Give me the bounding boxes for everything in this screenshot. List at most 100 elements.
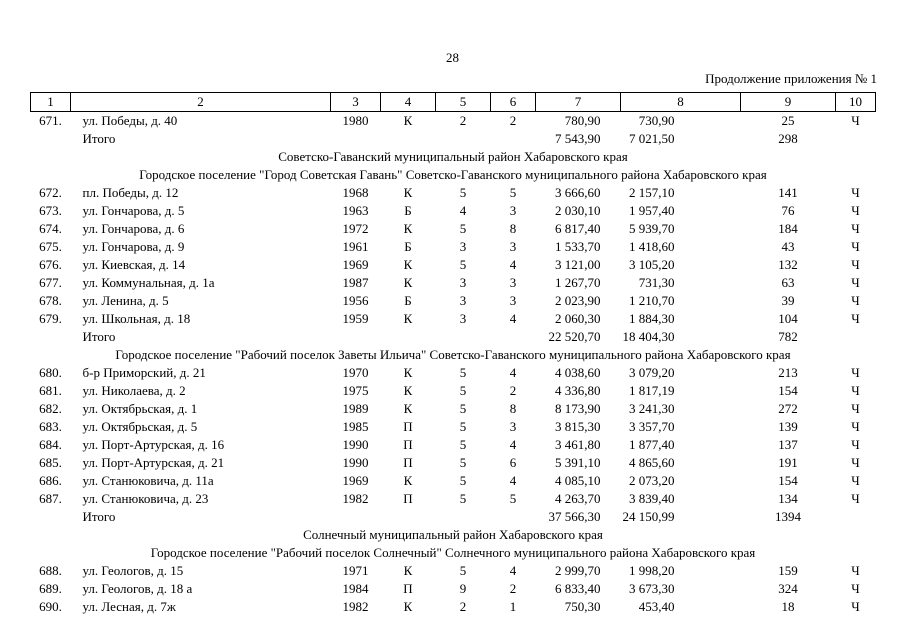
table-cell: 5 [459,365,467,380]
table-cell: ул. Октябрьская, д. 1 [82,401,198,416]
table-cell: 104 [778,311,798,326]
table-cell: 154 [778,473,798,488]
section-row: Городское поселение "Рабочий поселок Зав… [31,346,876,364]
table-cell: Ч [851,293,860,308]
section-title: Городское поселение "Рабочий поселок Сол… [150,545,756,560]
table-cell [436,130,491,148]
column-header: 7 [535,92,621,112]
table-cell: 298 [778,131,798,146]
page-number: 28 [446,50,459,65]
table-row: 687. ул. Станюковича, д. 23 1982 П 5 5 4 263,7… [31,490,876,508]
table-cell: 2 [509,113,517,128]
table-cell: К [403,401,413,416]
table-row: 686. ул. Станюковича, д. 11а 1969 К 5 4 4 085,… [31,472,876,490]
table-cell: ул. Лесная, д. 7ж [82,599,176,614]
table-cell: 2 073,20 [629,473,675,488]
table-row: 683. ул. Октябрьская, д. 5 1985 П 5 3 3 815,30… [31,418,876,436]
table-cell: 3 673,30 [629,581,675,596]
table-cell: 678. [39,293,62,308]
table-cell [836,130,876,148]
table-cell: ул. Порт-Артурская, д. 21 [82,455,225,470]
continuation-note: Продолжение приложения № 1 [705,71,877,86]
table-row: 685. ул. Порт-Артурская, д. 21 1990 П 5 6 5 39… [31,454,876,472]
table-cell: 5 [459,221,467,236]
table-cell [331,328,381,346]
table-cell: 1982 [342,491,369,506]
table-cell: 8 [509,401,517,416]
section-title: Советско-Гаванский муниципальный район Х… [278,149,628,164]
table-cell: 453,40 [638,599,675,614]
table-cell: Ч [851,275,860,290]
table-cell: П [403,455,413,470]
table-cell: Итого [82,509,116,524]
section-row: Городское поселение "Город Советская Гав… [31,166,876,184]
table-cell: К [403,563,413,578]
table-cell: Ч [851,473,860,488]
table-cell: 6 [509,455,517,470]
column-header: 3 [330,92,381,112]
table-cell: Ч [851,311,860,326]
table-cell: 1 267,70 [555,275,601,290]
table-cell: 683. [39,419,62,434]
table-cell: 1 533,70 [555,239,601,254]
table-cell: ул. Школьная, д. 18 [82,311,191,326]
table-cell: 5 [459,563,467,578]
table-cell: 1990 [342,437,369,452]
table-cell: Ч [851,563,860,578]
table-cell: 213 [778,365,798,380]
table-cell: Ч [851,491,860,506]
table-cell: 5 [509,491,517,506]
table-cell: 3 105,20 [629,257,675,272]
table-cell [491,328,536,346]
table-cell [31,130,71,148]
table-cell: 3 079,20 [629,365,675,380]
table-cell: Ч [851,581,860,596]
table-cell: 3 357,70 [629,419,675,434]
column-header: 1 [30,92,71,112]
table-cell: 63 [781,275,795,290]
table-cell: 4 [509,563,517,578]
table-cell [331,508,381,526]
table-cell [31,328,71,346]
section-title: Солнечный муниципальный район Хабаровско… [303,527,603,542]
table-cell: 1985 [342,419,369,434]
table-cell: 1980 [342,113,369,128]
table-cell: 5 [459,419,467,434]
table-cell: 18 404,30 [622,329,675,344]
table-cell: 1956 [342,293,369,308]
table-cell: 674. [39,221,62,236]
table-cell: 679. [39,311,62,326]
table-row: 674. ул. Гончарова, д. 6 1972 К 5 8 6 817,40 5 … [31,220,876,238]
table-cell: 690. [39,599,62,614]
table-cell: 3 241,30 [629,401,675,416]
table-cell [381,508,436,526]
table-cell: 2 [509,383,517,398]
table-row: 671. ул. Победы, д. 40 1980 К 2 2 780,90 730,90… [31,112,876,131]
table-row: 675. ул. Гончарова, д. 9 1961 Б 3 3 1 533,70 1 … [31,238,876,256]
table-row: 678. ул. Ленина, д. 5 1956 Б 3 3 2 023,90 1 210… [31,292,876,310]
column-header: 8 [620,92,741,112]
table-cell: ул. Станюковича, д. 23 [82,491,209,506]
table-cell [491,508,536,526]
table-cell: 4 [509,311,517,326]
table-cell: ул. Победы, д. 40 [82,113,178,128]
table-cell: 272 [778,401,798,416]
table-cell: 3 [459,275,467,290]
table-row: 689. ул. Геологов, д. 18 а 1984 П 9 2 6 833,40… [31,580,876,598]
table-cell: 4 038,60 [555,365,601,380]
table-cell: 685. [39,455,62,470]
table-cell: 6 833,40 [555,581,601,596]
table-cell: 76 [781,203,795,218]
table-cell: 2 060,30 [555,311,601,326]
table-cell: К [403,311,413,326]
table-cell: ул. Гончарова, д. 6 [82,221,185,236]
table-cell [836,508,876,526]
table-cell: 139 [778,419,798,434]
table-cell: 730,90 [638,113,675,128]
column-header: 5 [435,92,491,112]
table-cell: 1987 [342,275,369,290]
total-row: Итого 7 543,90 7 021,50 298 [31,130,876,148]
table-cell: Ч [851,419,860,434]
table-cell: 9 [459,581,467,596]
table-cell: ул. Станюковича, д. 11а [82,473,214,488]
